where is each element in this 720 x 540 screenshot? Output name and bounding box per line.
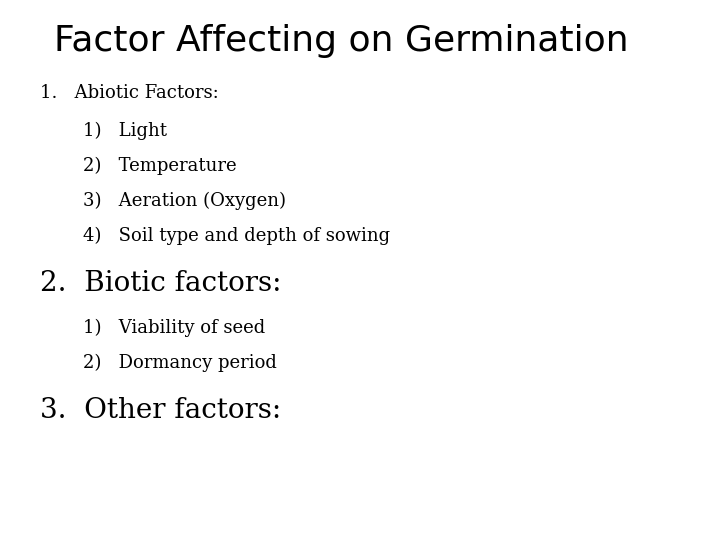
Text: 1)   Light: 1) Light <box>83 122 167 140</box>
Text: 2.  Biotic factors:: 2. Biotic factors: <box>40 270 281 297</box>
Text: 2)   Temperature: 2) Temperature <box>83 157 236 175</box>
Text: 3)   Aeration (Oxygen): 3) Aeration (Oxygen) <box>83 192 286 210</box>
Text: Factor Affecting on Germination: Factor Affecting on Germination <box>54 24 629 58</box>
Text: 1)   Viability of seed: 1) Viability of seed <box>83 319 265 337</box>
Text: 3.  Other factors:: 3. Other factors: <box>40 397 281 424</box>
Text: 2)   Dormancy period: 2) Dormancy period <box>83 354 276 372</box>
Text: 1.   Abiotic Factors:: 1. Abiotic Factors: <box>40 84 218 102</box>
Text: 4)   Soil type and depth of sowing: 4) Soil type and depth of sowing <box>83 227 390 245</box>
